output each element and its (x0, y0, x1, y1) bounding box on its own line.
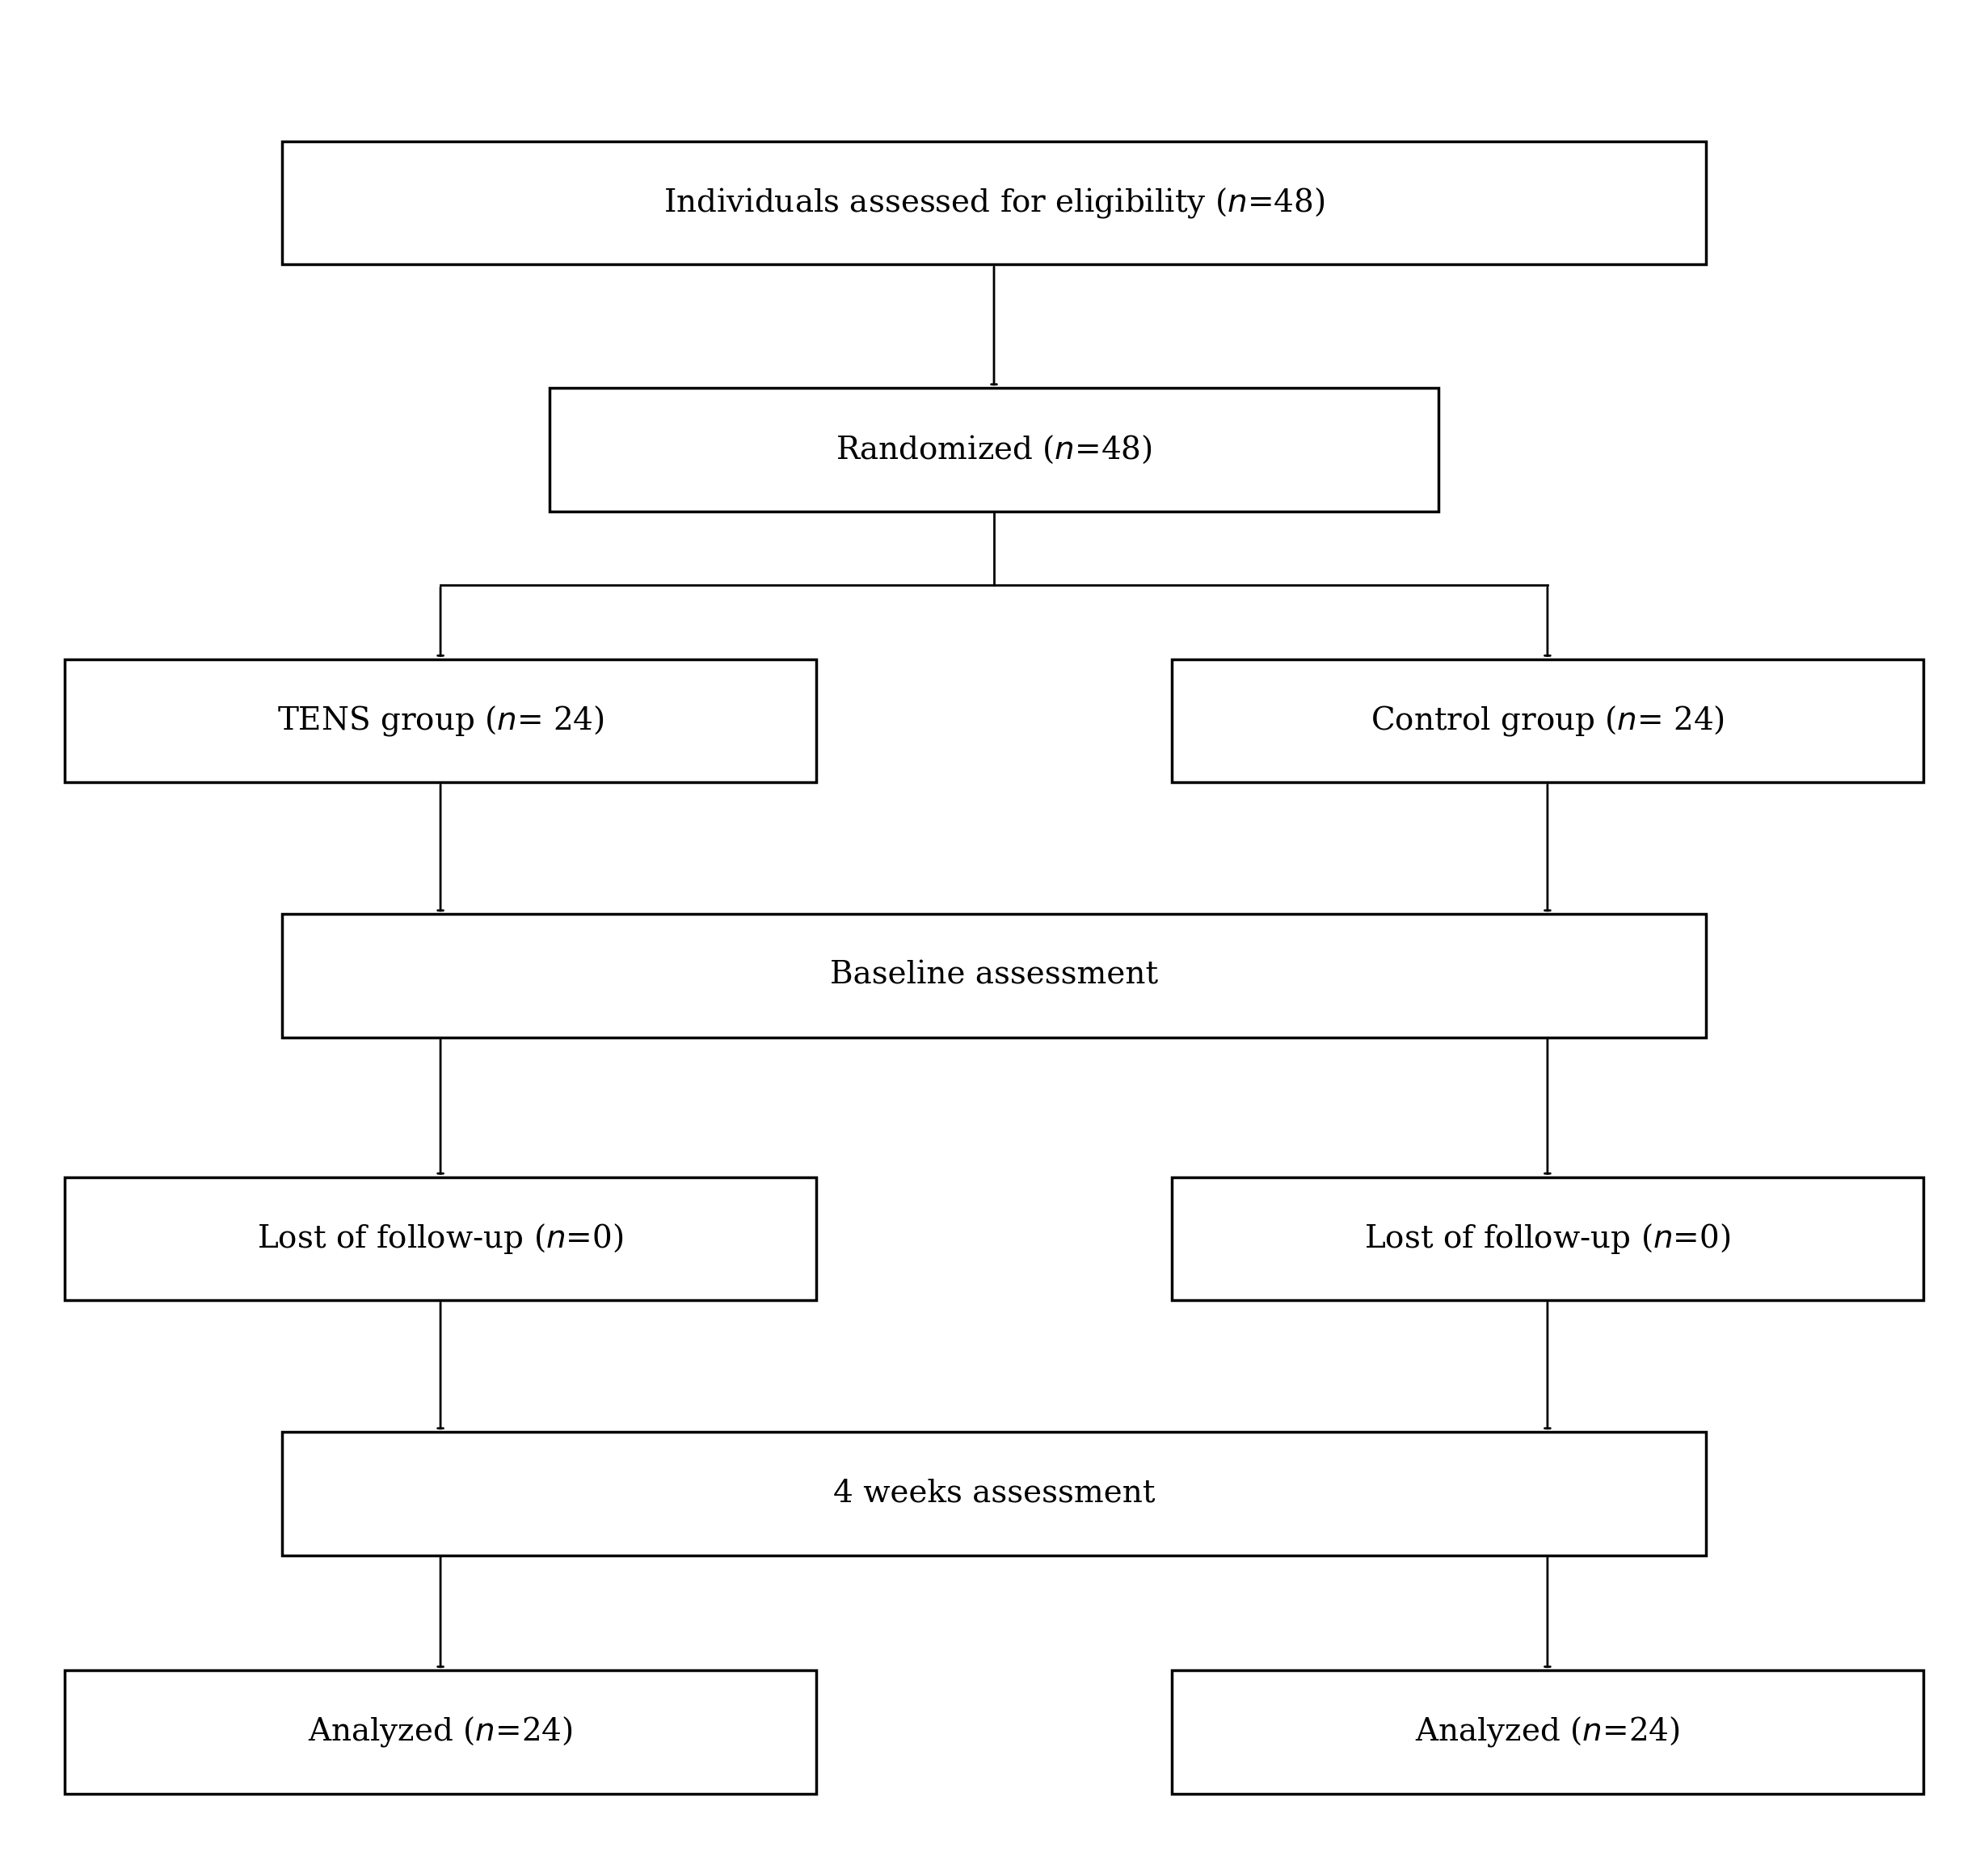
FancyBboxPatch shape (1171, 1177, 1922, 1301)
Text: 4 weeks assessment: 4 weeks assessment (833, 1478, 1155, 1508)
FancyBboxPatch shape (66, 660, 817, 783)
Text: Control group ($\it{n}$= 24): Control group ($\it{n}$= 24) (1370, 705, 1724, 738)
Text: Analyzed ($\it{n}$=24): Analyzed ($\it{n}$=24) (308, 1716, 573, 1749)
Text: TENS group ($\it{n}$= 24): TENS group ($\it{n}$= 24) (276, 705, 604, 738)
FancyBboxPatch shape (66, 1671, 817, 1794)
Text: Lost of follow-up ($\it{n}$=0): Lost of follow-up ($\it{n}$=0) (1364, 1222, 1732, 1256)
Text: Baseline assessment: Baseline assessment (829, 961, 1159, 991)
Text: Analyzed ($\it{n}$=24): Analyzed ($\it{n}$=24) (1415, 1716, 1680, 1749)
FancyBboxPatch shape (1171, 1671, 1922, 1794)
FancyBboxPatch shape (549, 389, 1439, 510)
FancyBboxPatch shape (1171, 660, 1922, 783)
Text: Randomized ($\it{n}$=48): Randomized ($\it{n}$=48) (835, 434, 1153, 465)
Text: Individuals assessed for eligibility ($\it{n}$=48): Individuals assessed for eligibility ($\… (664, 185, 1324, 221)
FancyBboxPatch shape (66, 1177, 817, 1301)
Text: Lost of follow-up ($\it{n}$=0): Lost of follow-up ($\it{n}$=0) (256, 1222, 624, 1256)
FancyBboxPatch shape (282, 142, 1706, 265)
FancyBboxPatch shape (282, 914, 1706, 1037)
FancyBboxPatch shape (282, 1432, 1706, 1555)
